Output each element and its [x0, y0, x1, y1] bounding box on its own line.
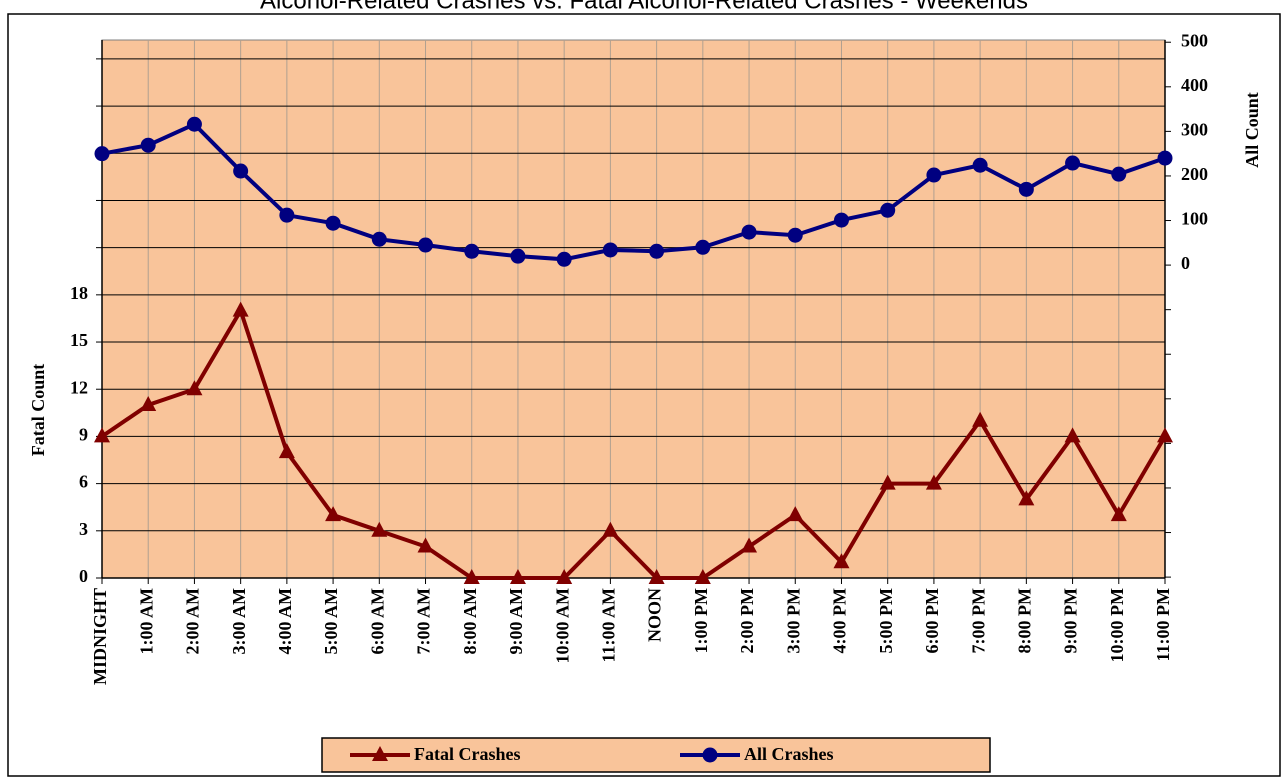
point — [1065, 155, 1081, 171]
x-tick-label: 6:00 AM — [367, 588, 387, 655]
x-tick-label: 11:00 PM — [1153, 588, 1173, 662]
point — [925, 474, 942, 490]
y-axis-label: Fatal Count — [28, 364, 48, 457]
x-tick-label: 9:00 AM — [506, 588, 526, 655]
point — [741, 224, 757, 240]
point — [1157, 427, 1173, 443]
point — [649, 243, 665, 259]
x-tick-label: 4:00 PM — [830, 588, 850, 653]
y-tick-label: 18 — [70, 283, 88, 303]
y2-tick-label: 100 — [1181, 209, 1208, 229]
point — [140, 395, 157, 411]
point — [556, 251, 572, 267]
legend-label: Fatal Crashes — [414, 744, 521, 764]
point — [741, 537, 758, 553]
point — [278, 443, 295, 459]
y-tick-label: 6 — [79, 472, 88, 492]
x-tick-label: 7:00 PM — [968, 588, 988, 653]
x-tick-label: 3:00 AM — [229, 588, 249, 655]
y2-tick-label: 400 — [1181, 75, 1208, 95]
x-tick-label: 10:00 PM — [1107, 588, 1127, 662]
point — [926, 167, 942, 183]
point — [371, 231, 387, 247]
point — [509, 569, 526, 584]
point — [1110, 506, 1127, 522]
point — [1064, 427, 1081, 443]
point — [833, 553, 850, 569]
point — [1157, 150, 1173, 166]
point — [233, 163, 249, 179]
point — [879, 474, 896, 490]
x-tick-label: 7:00 AM — [414, 588, 434, 655]
x-tick-label: 8:00 AM — [460, 588, 480, 655]
point — [648, 569, 665, 584]
point — [463, 569, 480, 584]
point — [279, 207, 295, 223]
x-tick-label: NOON — [645, 588, 665, 642]
y-tick-label: 9 — [79, 425, 88, 445]
point — [510, 248, 526, 264]
point — [186, 116, 202, 132]
point — [1018, 181, 1034, 197]
point — [695, 239, 711, 255]
point — [94, 146, 110, 162]
chart-frame — [7, 13, 1281, 777]
y-tick-label: 12 — [70, 377, 88, 397]
y-tick-label: 3 — [79, 519, 88, 539]
x-tick-label: 8:00 PM — [1014, 588, 1034, 653]
point — [140, 137, 156, 153]
point — [418, 237, 434, 253]
x-tick-label: 1:00 AM — [136, 588, 156, 655]
x-tick-label: 4:00 AM — [275, 588, 295, 655]
point — [972, 157, 988, 173]
x-tick-label: 5:00 PM — [876, 588, 896, 653]
legend-box — [321, 737, 991, 773]
point — [325, 215, 341, 231]
series-line — [101, 121, 1166, 262]
point — [556, 569, 573, 584]
x-tick-label: 2:00 AM — [183, 588, 203, 655]
y-tick-label: 0 — [79, 566, 88, 586]
legend-label: All Crashes — [744, 744, 834, 764]
x-tick-label: 3:00 PM — [783, 588, 803, 653]
point — [1018, 490, 1035, 506]
series-line — [100, 305, 1167, 580]
point — [880, 202, 896, 218]
point — [232, 301, 249, 317]
x-tick-label: 1:00 PM — [691, 588, 711, 653]
x-tick-label: 2:00 PM — [737, 588, 757, 653]
point — [464, 243, 480, 259]
x-tick-label: 10:00 AM — [552, 588, 572, 664]
y-tick-label: 15 — [70, 330, 88, 350]
point — [787, 506, 804, 522]
x-tick-label: 11:00 AM — [599, 588, 619, 663]
point — [833, 212, 849, 228]
y2-tick-label: 500 — [1181, 30, 1208, 50]
x-tick-label: 5:00 AM — [321, 588, 341, 655]
plot-area — [101, 39, 1166, 579]
chart-title: Alcohol-Related Crashes vs. Fatal Alcoho… — [260, 0, 1028, 14]
point — [602, 521, 619, 537]
point — [602, 242, 618, 258]
y2-axis-label: All Count — [1242, 92, 1262, 168]
point — [417, 537, 434, 553]
point — [1111, 166, 1127, 182]
point — [94, 427, 110, 443]
x-tick-label: 6:00 PM — [922, 588, 942, 653]
legend-marker — [372, 746, 388, 761]
legend-marker — [702, 747, 718, 763]
point — [325, 506, 342, 522]
y2-tick-label: 0 — [1181, 253, 1190, 273]
point — [186, 380, 203, 396]
y2-tick-label: 200 — [1181, 164, 1208, 184]
y2-tick-label: 300 — [1181, 120, 1208, 140]
point — [787, 227, 803, 243]
point — [972, 411, 989, 427]
point — [371, 521, 388, 537]
x-tick-label: MIDNIGHT — [90, 588, 110, 685]
x-tick-label: 9:00 PM — [1061, 588, 1081, 653]
point — [694, 569, 711, 584]
